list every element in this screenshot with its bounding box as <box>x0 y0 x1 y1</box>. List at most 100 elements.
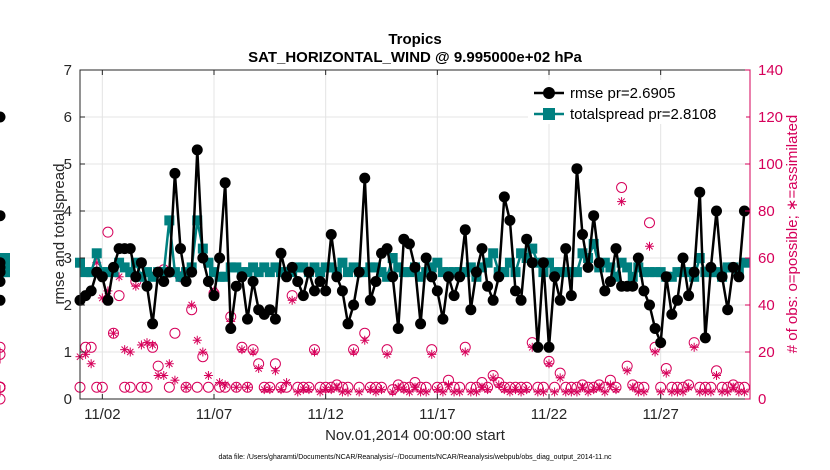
asterisk-stroke <box>668 388 676 396</box>
asterisk-stroke <box>216 379 224 387</box>
obs-assimilated-point <box>203 371 213 380</box>
rmse-point <box>604 276 616 287</box>
rmse-point <box>152 266 164 278</box>
rmse-point <box>169 167 181 179</box>
totalspread-point <box>555 267 566 278</box>
asterisk-stroke <box>567 388 575 396</box>
x-tick-label: 11/27 <box>642 406 678 423</box>
totalspread-point <box>711 267 722 278</box>
asterisk-stroke <box>288 296 296 304</box>
obs-possible-point <box>0 393 6 405</box>
rmse-point <box>202 276 214 287</box>
obs-assimilated-point <box>148 340 158 350</box>
obs-assimilated-point <box>410 382 420 392</box>
totalspread-point <box>80 267 91 278</box>
obs-assimilated-point <box>388 387 398 397</box>
obs-assimilated-point <box>310 347 319 357</box>
obs-assimilated-point <box>444 380 453 390</box>
asterisk-stroke <box>640 388 648 396</box>
asterisk-stroke <box>461 348 469 356</box>
x-axis-label: Nov.01,2014 00:00:00 start <box>325 427 506 444</box>
totalspread-point <box>298 262 309 273</box>
y-axis-label: rmse and totalspread <box>51 164 68 305</box>
rmse-point <box>219 177 231 189</box>
rmse-point <box>487 294 499 306</box>
obs-possible-point <box>616 182 628 193</box>
asterisk-stroke <box>400 386 408 394</box>
totalspread-point <box>532 257 543 268</box>
totalspread-point <box>231 262 242 273</box>
asterisk-stroke <box>238 346 246 354</box>
asterisk-stroke <box>478 383 486 391</box>
asterisk-stroke <box>193 336 201 344</box>
totalspread-point <box>370 262 381 273</box>
totalspread-point <box>253 267 264 278</box>
x-tick-label: 11/07 <box>196 406 232 423</box>
x-tick-label: 11/12 <box>307 406 343 423</box>
totalspread-point <box>326 262 337 273</box>
obs-assimilated-point <box>153 371 163 380</box>
asterisk-stroke <box>249 348 257 356</box>
obs-possible-point <box>124 381 136 393</box>
rmse-point <box>470 266 482 278</box>
rmse-point <box>264 304 276 316</box>
y-right-tick-label: 140 <box>758 62 783 79</box>
obs-assimilated-point <box>382 349 392 359</box>
obs-possible-point <box>96 381 108 393</box>
obs-possible-point <box>0 381 6 393</box>
x-tick-label: 11/22 <box>531 406 567 423</box>
totalspread-point <box>516 248 527 259</box>
totalspread-point <box>504 257 515 268</box>
rmse-point <box>722 304 734 316</box>
totalspread-point <box>248 262 259 273</box>
totalspread-point <box>376 267 387 278</box>
totalspread-point <box>544 257 554 268</box>
asterisk-stroke <box>260 386 268 394</box>
obs-assimilated-point <box>555 373 565 383</box>
rmse-point <box>443 271 454 283</box>
obs-possible-point <box>108 327 119 339</box>
rmse-point <box>627 280 639 292</box>
asterisk-stroke <box>511 386 520 394</box>
rmse-point <box>599 285 611 297</box>
rmse-point <box>532 341 544 353</box>
rmse-point <box>0 210 6 222</box>
obs-assimilated-point <box>617 197 627 207</box>
totalspread-point <box>225 262 236 273</box>
rmse-point <box>454 271 466 283</box>
rmse-point <box>124 243 136 255</box>
asterisk-stroke <box>188 301 196 309</box>
asterisk-stroke <box>556 374 564 382</box>
obs-assimilated-point <box>661 368 671 378</box>
totalspread-point <box>393 262 404 273</box>
obs-assimilated-point <box>483 385 493 395</box>
asterisk-stroke <box>305 386 313 394</box>
obs-assimilated-point <box>628 382 638 392</box>
rmse-point <box>102 294 114 306</box>
obs-possible-point <box>0 381 6 393</box>
totalspread-point <box>482 257 493 268</box>
obs-assimilated-point <box>488 373 498 383</box>
obs-assimilated-point <box>684 382 694 392</box>
totalspread-point <box>577 248 588 259</box>
y-tick-label: 5 <box>64 156 72 173</box>
legend-spread-label: totalspread pr=2.8108 <box>570 106 716 123</box>
rmse-point <box>314 276 326 287</box>
asterisk-stroke <box>82 350 90 358</box>
obs-assimilated-point <box>282 378 292 388</box>
y-axis-right-label: # of obs: o=possible; ∗=assimilated <box>784 115 801 354</box>
asterisk-stroke <box>718 388 726 396</box>
rmse-point <box>158 276 170 287</box>
rmse-point <box>331 271 343 283</box>
asterisk-stroke <box>651 348 659 356</box>
plot-background <box>80 70 750 399</box>
rmse-point <box>0 294 6 306</box>
totalspread-point <box>404 267 415 278</box>
rmse-point <box>688 266 700 278</box>
rmse-point <box>549 271 561 283</box>
asterisk-stroke <box>662 369 670 377</box>
asterisk-stroke <box>562 388 570 396</box>
obs-possible-point <box>113 290 125 302</box>
asterisk-stroke <box>735 388 743 396</box>
totalspread-point <box>276 267 286 278</box>
